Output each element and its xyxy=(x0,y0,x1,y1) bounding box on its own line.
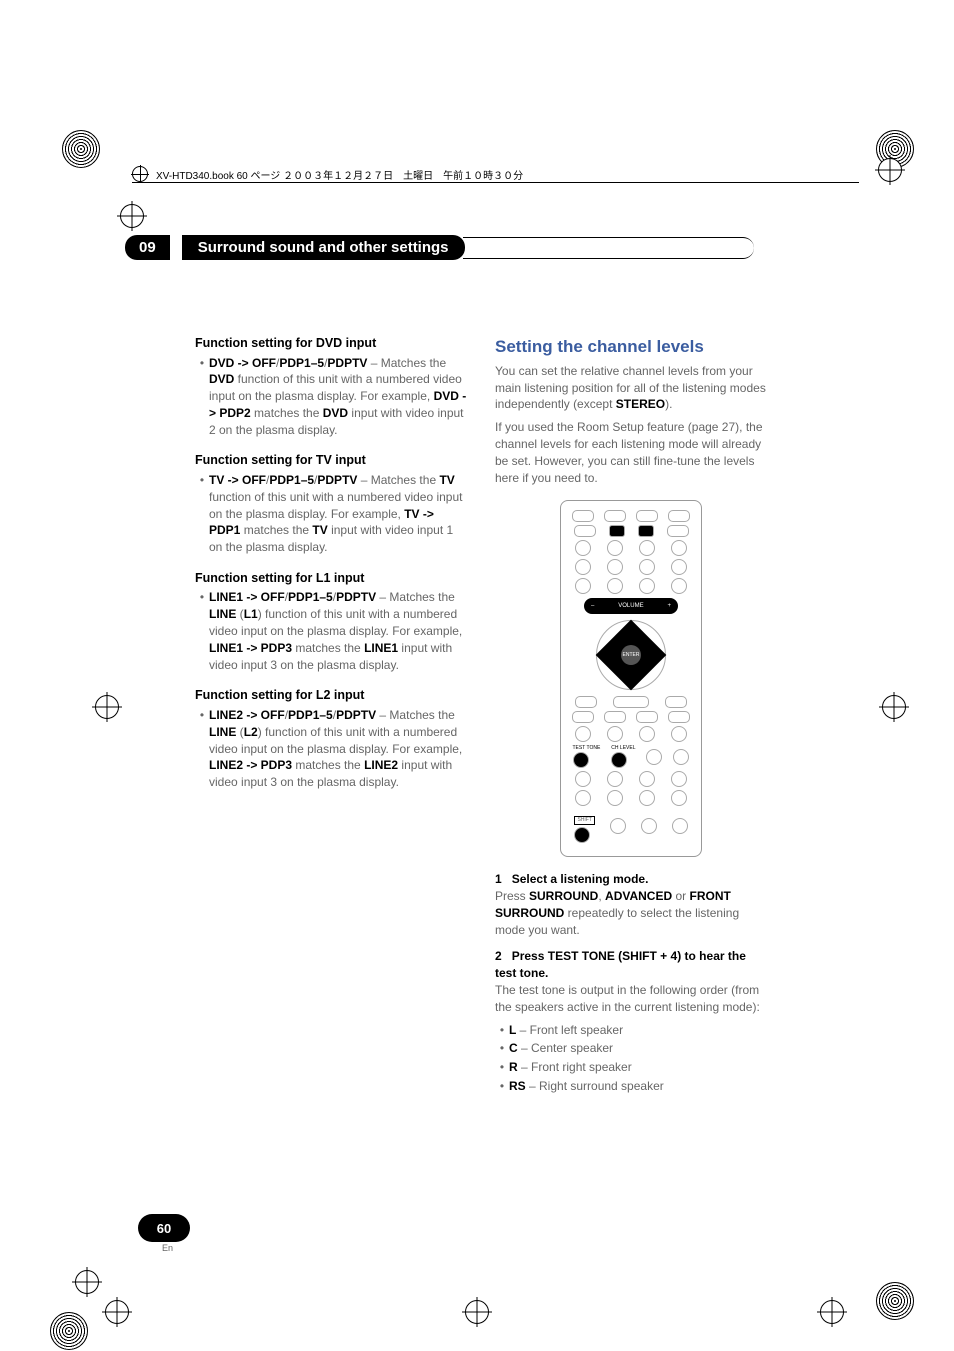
reg-cross-ml xyxy=(95,695,131,731)
step-1: 1 Select a listening mode. xyxy=(495,871,767,888)
header-cross-icon xyxy=(132,166,148,182)
reg-cross-mr xyxy=(882,695,918,731)
speaker-r: •R – Front right speaker xyxy=(495,1059,767,1076)
step-2-body: The test tone is output in the following… xyxy=(495,982,767,1016)
l1-bullet: • LINE1 -> OFF/PDP1–5/PDPTV – Matches th… xyxy=(195,589,467,673)
dpad: ENTER xyxy=(596,620,666,690)
tv-bullet: • TV -> OFF/PDP1–5/PDPTV – Matches the T… xyxy=(195,472,467,556)
channel-levels-heading: Setting the channel levels xyxy=(495,335,767,359)
header-text: XV-HTD340.book 60 ページ ２００３年１２月２７日 土曜日 午前… xyxy=(156,167,523,182)
ch-level-label: CH LEVEL xyxy=(611,745,635,752)
reg-mark-br xyxy=(876,1282,912,1318)
channel-levels-p1: You can set the relative channel levels … xyxy=(495,363,767,413)
reg-cross-bl2 xyxy=(105,1300,141,1336)
speaker-l: •L – Front left speaker xyxy=(495,1022,767,1039)
speaker-c: •C – Center speaker xyxy=(495,1040,767,1057)
header-rule xyxy=(132,182,859,183)
remote-illustration: – VOLUME + ENTER TEST TONE CH LEVEL xyxy=(560,500,702,857)
tv-heading: Function setting for TV input xyxy=(195,452,467,470)
l1-heading: Function setting for L1 input xyxy=(195,570,467,588)
book-header: XV-HTD340.book 60 ページ ２００３年１２月２７日 土曜日 午前… xyxy=(132,166,523,182)
bullet-dot: • xyxy=(195,707,209,791)
step-2: 2 Press TEST TONE (SHIFT + 4) to hear th… xyxy=(495,948,767,982)
chapter-number: 09 xyxy=(125,235,170,260)
bullet-dot: • xyxy=(195,355,209,439)
reg-cross-tr xyxy=(878,158,914,194)
bullet-dot: • xyxy=(195,589,209,673)
page-language: En xyxy=(162,1243,173,1253)
channel-levels-p2: If you used the Room Setup feature (page… xyxy=(495,419,767,486)
bullet-dot: • xyxy=(195,472,209,556)
reg-mark-tl xyxy=(62,130,98,166)
reg-cross-bc xyxy=(465,1300,501,1336)
volume-bar: – VOLUME + xyxy=(584,598,678,614)
test-tone-label: TEST TONE xyxy=(573,745,601,752)
dvd-bullet: • DVD -> OFF/PDP1–5/PDPTV – Matches the … xyxy=(195,355,467,439)
l2-heading: Function setting for L2 input xyxy=(195,687,467,705)
page-number-badge: 60 xyxy=(138,1214,190,1242)
reg-cross-br1 xyxy=(820,1300,856,1336)
dvd-heading: Function setting for DVD input xyxy=(195,335,467,353)
shift-label: SHIFT xyxy=(574,816,594,825)
chapter-title: Surround sound and other settings xyxy=(182,235,465,260)
right-column: Setting the channel levels You can set t… xyxy=(495,335,767,1097)
l2-bullet: • LINE2 -> OFF/PDP1–5/PDPTV – Matches th… xyxy=(195,707,467,791)
reg-mark-bl xyxy=(50,1312,86,1348)
step-1-body: Press SURROUND, ADVANCED or FRONT SURROU… xyxy=(495,888,767,938)
left-column: Function setting for DVD input • DVD -> … xyxy=(195,335,467,1097)
chapter-bar: 09 Surround sound and other settings xyxy=(125,235,754,260)
speaker-rs: •RS – Right surround speaker xyxy=(495,1078,767,1095)
page-content: Function setting for DVD input • DVD -> … xyxy=(195,335,770,1097)
